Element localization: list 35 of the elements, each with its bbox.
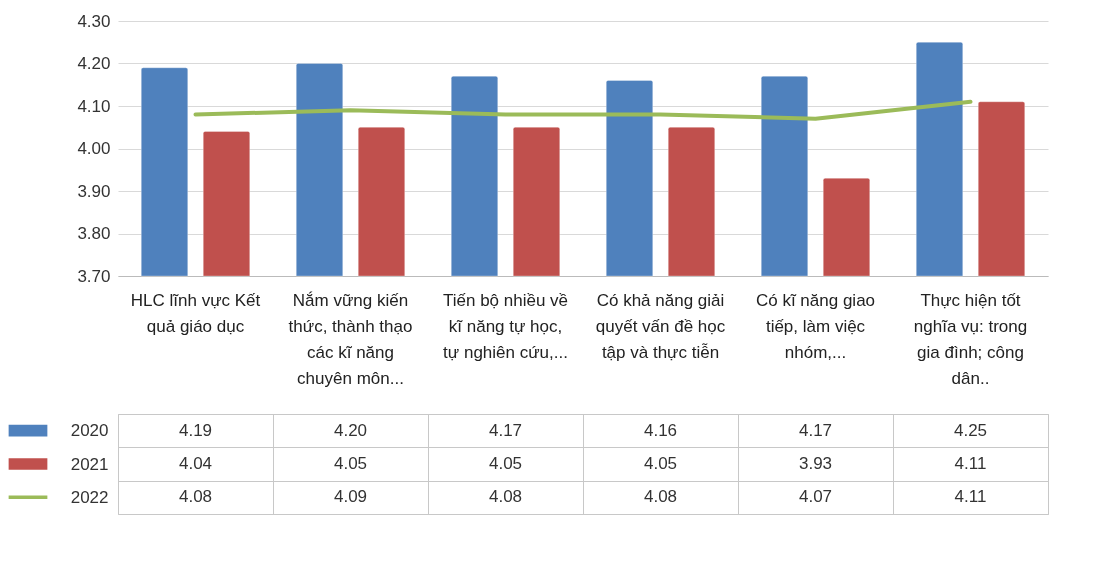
legend-label: 2020 bbox=[70, 421, 109, 441]
data-label: 4.08 bbox=[178, 487, 213, 507]
data-label: 4.17 bbox=[488, 420, 523, 440]
y-tick-label: 4.10 bbox=[77, 96, 111, 116]
x-tick-label: Tiến bộ nhiều về kĩ năng tự học, tự nghiên cứu,... bbox=[442, 290, 569, 362]
y-tick-label: 3.90 bbox=[77, 181, 111, 201]
data-label: 4.05 bbox=[488, 454, 523, 473]
x-tick-label: Thực hiện tốt nghĩa vụ: trong gia đình; công dân.. bbox=[913, 290, 1028, 388]
line-series bbox=[193, 99, 973, 121]
legend-label: 2022 bbox=[70, 487, 109, 507]
data-label: 4.11 bbox=[954, 454, 987, 473]
data-label: 4.19 bbox=[178, 420, 213, 440]
data-label: 4.17 bbox=[798, 420, 833, 440]
data-label: 4.07 bbox=[798, 487, 833, 507]
data-label: 4.05 bbox=[643, 454, 678, 473]
data-label: 4.09 bbox=[333, 487, 368, 507]
x-tick-label: Nắm vững kiến thức, thành thạo các kĩ năng chuyên môn... bbox=[288, 290, 413, 388]
y-tick-label: 3.70 bbox=[77, 266, 111, 286]
data-label: 4.11 bbox=[954, 487, 987, 507]
data-label: 4.04 bbox=[178, 454, 213, 473]
x-tick-label: Có kĩ năng giao tiếp, làm việc nhóm,... bbox=[755, 290, 876, 362]
data-label: 4.25 bbox=[953, 420, 988, 440]
data-label: 4.08 bbox=[643, 487, 678, 507]
y-tick-label: 4.30 bbox=[77, 11, 111, 31]
x-tick-label: Có khả năng giải quyết vấn đề học tập và thực tiễn bbox=[595, 290, 726, 362]
data-label: 4.08 bbox=[488, 487, 523, 507]
y-tick-label: 4.20 bbox=[77, 54, 111, 73]
data-label: 4.16 bbox=[643, 420, 678, 440]
y-tick-label: 3.80 bbox=[77, 224, 111, 243]
y-tick-label: 4.00 bbox=[77, 139, 111, 158]
data-label: 4.05 bbox=[333, 454, 368, 473]
legend-label: 2021 bbox=[70, 454, 109, 474]
data-label: 3.93 bbox=[798, 454, 833, 473]
data-label: 4.20 bbox=[333, 420, 368, 440]
x-tick-label: HLC lĩnh vực Kết quả giáo dục bbox=[130, 290, 261, 336]
